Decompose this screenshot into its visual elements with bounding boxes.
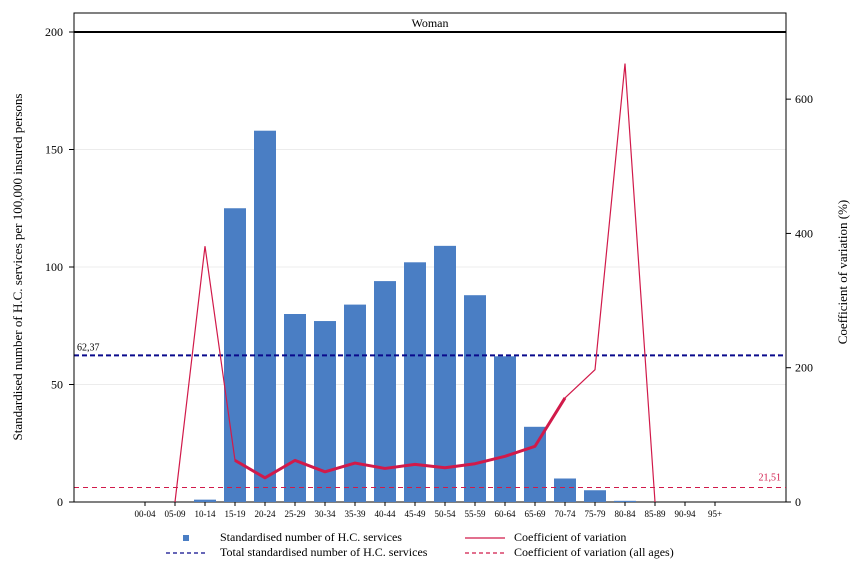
total-reference-label: 62,37 [77, 342, 100, 353]
x-tick-label: 30-34 [315, 509, 336, 519]
y2-tick-label: 0 [795, 495, 801, 509]
x-tick-label: 75-79 [585, 509, 606, 519]
x-tick-label: 00-04 [135, 509, 156, 519]
x-tick-label: 95+ [708, 509, 722, 519]
x-tick-label: 15-19 [225, 509, 246, 519]
legend-marker [183, 535, 189, 541]
y2-tick-label: 400 [795, 226, 813, 240]
bar [614, 500, 636, 502]
bar [194, 499, 216, 502]
reference-lines: 62,37 21,51 [74, 342, 786, 489]
panel-strip: Woman [73, 12, 787, 33]
x-tick-label: 90-94 [675, 509, 696, 519]
bar [374, 281, 396, 502]
x-tick-label: 40-44 [375, 509, 396, 519]
legend-item-bars: Standardised number of H.C. services [183, 530, 402, 544]
x-tick-label: 80-84 [615, 509, 636, 519]
bar [494, 356, 516, 502]
y-axis-label: Standardised number of H.C. services per… [10, 94, 25, 441]
legend-item-cv: Coefficient of variation [465, 530, 626, 544]
x-tick-label: 35-39 [345, 509, 366, 519]
cv-line-group [174, 63, 656, 503]
bars [194, 130, 636, 502]
y-tick-label: 0 [57, 495, 63, 509]
bar [284, 314, 306, 502]
bar [524, 426, 546, 502]
y-axis-left: 0 50 100 150 200 [45, 25, 75, 509]
panel-title: Woman [411, 16, 448, 30]
legend-label: Coefficient of variation [514, 530, 626, 544]
legend-label: Total standardised number of H.C. servic… [220, 545, 428, 559]
y-tick-label: 150 [45, 143, 63, 157]
bar [254, 130, 276, 502]
x-tick-label: 50-54 [435, 509, 456, 519]
x-tick-label: 55-59 [465, 509, 486, 519]
legend-label: Standardised number of H.C. services [220, 530, 402, 544]
y2-tick-label: 200 [795, 361, 813, 375]
x-tick-label: 60-64 [495, 509, 516, 519]
cv-line-emphasis [234, 397, 567, 480]
bar [404, 262, 426, 502]
bar [314, 321, 336, 502]
bar [554, 478, 576, 502]
y-tick-label: 100 [45, 260, 63, 274]
bar [434, 245, 456, 502]
x-tick-label: 05-09 [165, 509, 186, 519]
x-tick-label: 10-14 [195, 509, 216, 519]
x-tick-label: 45-49 [405, 509, 426, 519]
x-tick-label: 25-29 [285, 509, 306, 519]
legend: Standardised number of H.C. services Coef… [166, 530, 674, 559]
legend-item-cv-all: Coefficient of variation (all ages) [465, 545, 674, 559]
x-tick-label: 20-24 [255, 509, 276, 519]
legend-item-total: Total standardised number of H.C. servic… [166, 545, 428, 559]
x-tick-label: 65-69 [525, 509, 546, 519]
y-tick-label: 200 [45, 25, 63, 39]
bar [584, 490, 606, 502]
y2-tick-label: 600 [795, 92, 813, 106]
bar [464, 295, 486, 502]
y-axis-right: 0 200 400 600 [786, 92, 813, 509]
legend-label: Coefficient of variation (all ages) [514, 545, 674, 559]
y-tick-label: 50 [51, 378, 63, 392]
bar [344, 304, 366, 502]
x-tick-label: 70-74 [555, 509, 576, 519]
x-axis: 00-04 05-09 10-14 15-19 20-24 25-29 30-34 35-39… [135, 502, 722, 519]
cv-all-ages-reference-label: 21,51 [759, 473, 782, 484]
y2-axis-label: Coefficient of variation (%) [835, 200, 850, 345]
x-tick-label: 85-89 [645, 509, 666, 519]
